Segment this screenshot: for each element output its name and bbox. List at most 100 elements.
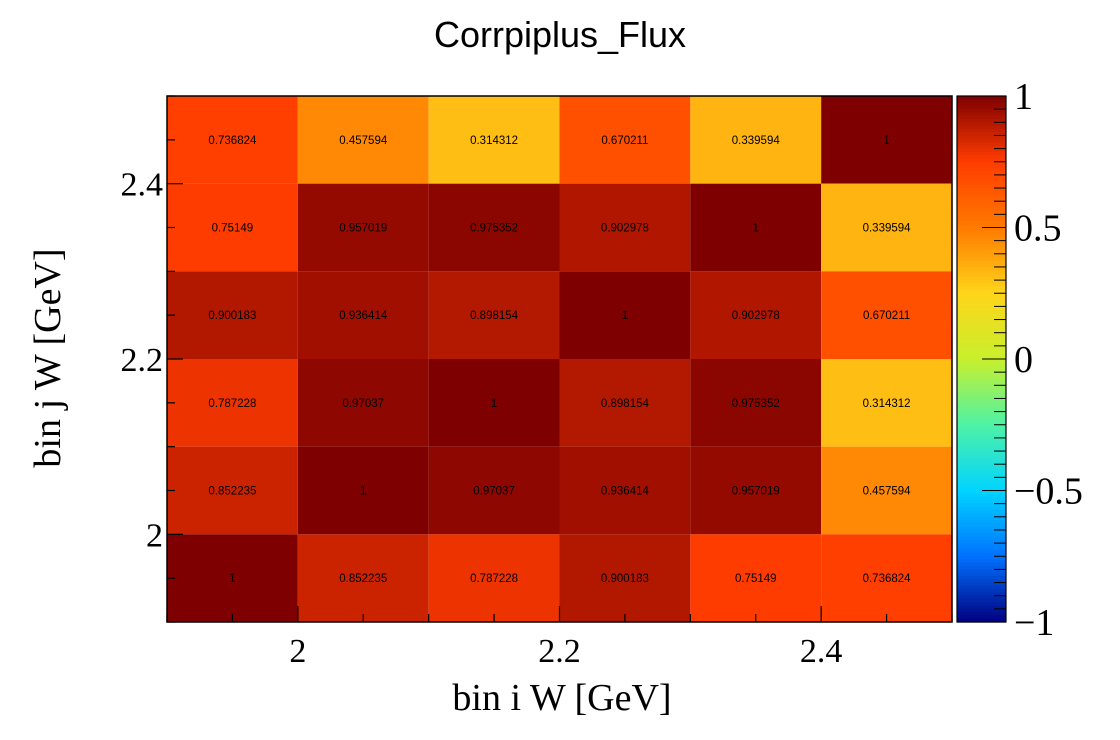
color-scale-band [957, 326, 1006, 331]
color-scale-band [957, 319, 1006, 324]
color-scale-band [957, 201, 1006, 206]
heatmap-cell [167, 446, 298, 535]
color-scale-band [957, 592, 1006, 597]
cell-value-label: 0.97037 [342, 398, 384, 410]
color-scale-band [957, 128, 1006, 133]
color-scale-band [957, 122, 1006, 127]
color-scale-band [957, 365, 1006, 370]
color-scale-band [957, 490, 1006, 495]
color-scale-band [957, 191, 1006, 196]
color-scale-tick-label: −1 [1014, 602, 1054, 644]
color-scale-band [957, 211, 1006, 215]
color-scale-band [957, 378, 1006, 383]
color-scale-band [957, 312, 1006, 317]
heatmap-cell [297, 96, 429, 184]
cell-value-label: 0.736824 [863, 573, 912, 585]
color-scale-band [957, 276, 1006, 281]
cell-value-label: 0.900183 [208, 310, 256, 322]
heatmap-cell [297, 183, 429, 272]
y-tick-label: 2.4 [121, 167, 164, 204]
color-scale-band [957, 306, 1006, 311]
color-scale-band [957, 194, 1006, 199]
cell-value-label: 0.902978 [732, 310, 780, 322]
cell-value-label: 1 [622, 310, 628, 322]
color-scale-band [957, 437, 1006, 442]
color-scale-band [957, 266, 1006, 271]
color-scale-band [957, 197, 1006, 202]
color-scale-band [957, 559, 1006, 564]
color-scale-band [957, 428, 1006, 432]
color-scale-band [957, 207, 1006, 212]
color-scale-band [957, 112, 1006, 117]
color-scale-band [957, 470, 1006, 475]
cell-value-label: 0.670211 [863, 310, 910, 322]
heatmap-cell [428, 96, 560, 184]
color-scale-band [957, 165, 1006, 169]
color-scale-band [957, 220, 1006, 225]
heatmap-cell [821, 183, 952, 272]
color-scale-tick-label: −0.5 [1014, 471, 1083, 513]
color-scale-band [957, 345, 1006, 350]
color-scale-band [957, 605, 1006, 610]
color-scale: 1 0.5 0 −0.5 −1 [956, 76, 1083, 644]
color-scale-band [957, 467, 1006, 472]
color-scale-band [957, 500, 1006, 505]
color-scale-band [957, 585, 1006, 590]
cell-value-label: 0.787228 [470, 573, 518, 585]
color-scale-tick-label: 0 [1014, 339, 1033, 381]
heatmap-cells: 0.736824 0.457594 0.314312 0.670211 0.339594… [167, 96, 952, 622]
heatmap-cell [167, 183, 298, 272]
color-scale-band [957, 145, 1006, 150]
x-tick-label: 2.2 [538, 633, 581, 670]
color-scale-band [957, 217, 1006, 222]
color-scale-band [957, 483, 1006, 488]
heatmap-cell [559, 96, 691, 184]
color-scale-band [957, 457, 1006, 462]
color-scale-band [957, 411, 1006, 416]
color-scale-band [957, 401, 1006, 406]
color-scale-band [957, 178, 1006, 183]
color-scale-band [957, 99, 1006, 104]
heatmap-cell [428, 446, 560, 535]
heatmap-cell [559, 446, 691, 535]
color-scale-band [957, 109, 1006, 114]
heatmap-cell [690, 446, 822, 535]
color-scale-band [957, 230, 1006, 235]
color-scale-band [957, 405, 1006, 409]
color-scale-band [957, 497, 1006, 501]
color-scale-band [957, 441, 1006, 446]
cell-value-label: 0.75149 [212, 223, 254, 235]
color-scale-band [957, 444, 1006, 449]
y-axis-label: bin j W [GeV] [27, 248, 69, 467]
color-scale-band [957, 119, 1006, 123]
color-scale-band [957, 454, 1006, 459]
color-scale-band [957, 329, 1006, 334]
color-scale-band [957, 487, 1006, 492]
color-scale-band [957, 589, 1006, 594]
cell-value-label: 0.852235 [208, 486, 256, 498]
color-scale-band [957, 296, 1006, 301]
y-tick-label: 2.2 [121, 342, 164, 379]
color-scale-band [957, 523, 1006, 528]
color-scale-band [957, 299, 1006, 304]
x-tick-label: 2 [289, 633, 306, 670]
heatmap-cell [167, 359, 298, 447]
color-scale-band [957, 250, 1006, 255]
color-scale-tick-label: 0.5 [1014, 208, 1062, 250]
color-scale-band [957, 224, 1006, 229]
color-scale-band [957, 332, 1006, 337]
cell-value-label: 0.339594 [732, 135, 781, 147]
color-scale-band [957, 204, 1006, 209]
color-scale-band [957, 539, 1006, 544]
color-scale-band [957, 270, 1006, 275]
color-scale-band [957, 493, 1006, 498]
color-scale-band [957, 447, 1006, 452]
heatmap-cell [559, 271, 691, 359]
color-scale-band [957, 474, 1006, 478]
heatmap-cell [167, 271, 298, 359]
heatmap-cell [428, 183, 560, 272]
axes: 2 2.2 2.4 2 2.2 2.4 [121, 95, 953, 670]
heatmap-cell [821, 446, 952, 535]
color-scale-band [957, 155, 1006, 160]
heatmap-cell [690, 271, 822, 359]
